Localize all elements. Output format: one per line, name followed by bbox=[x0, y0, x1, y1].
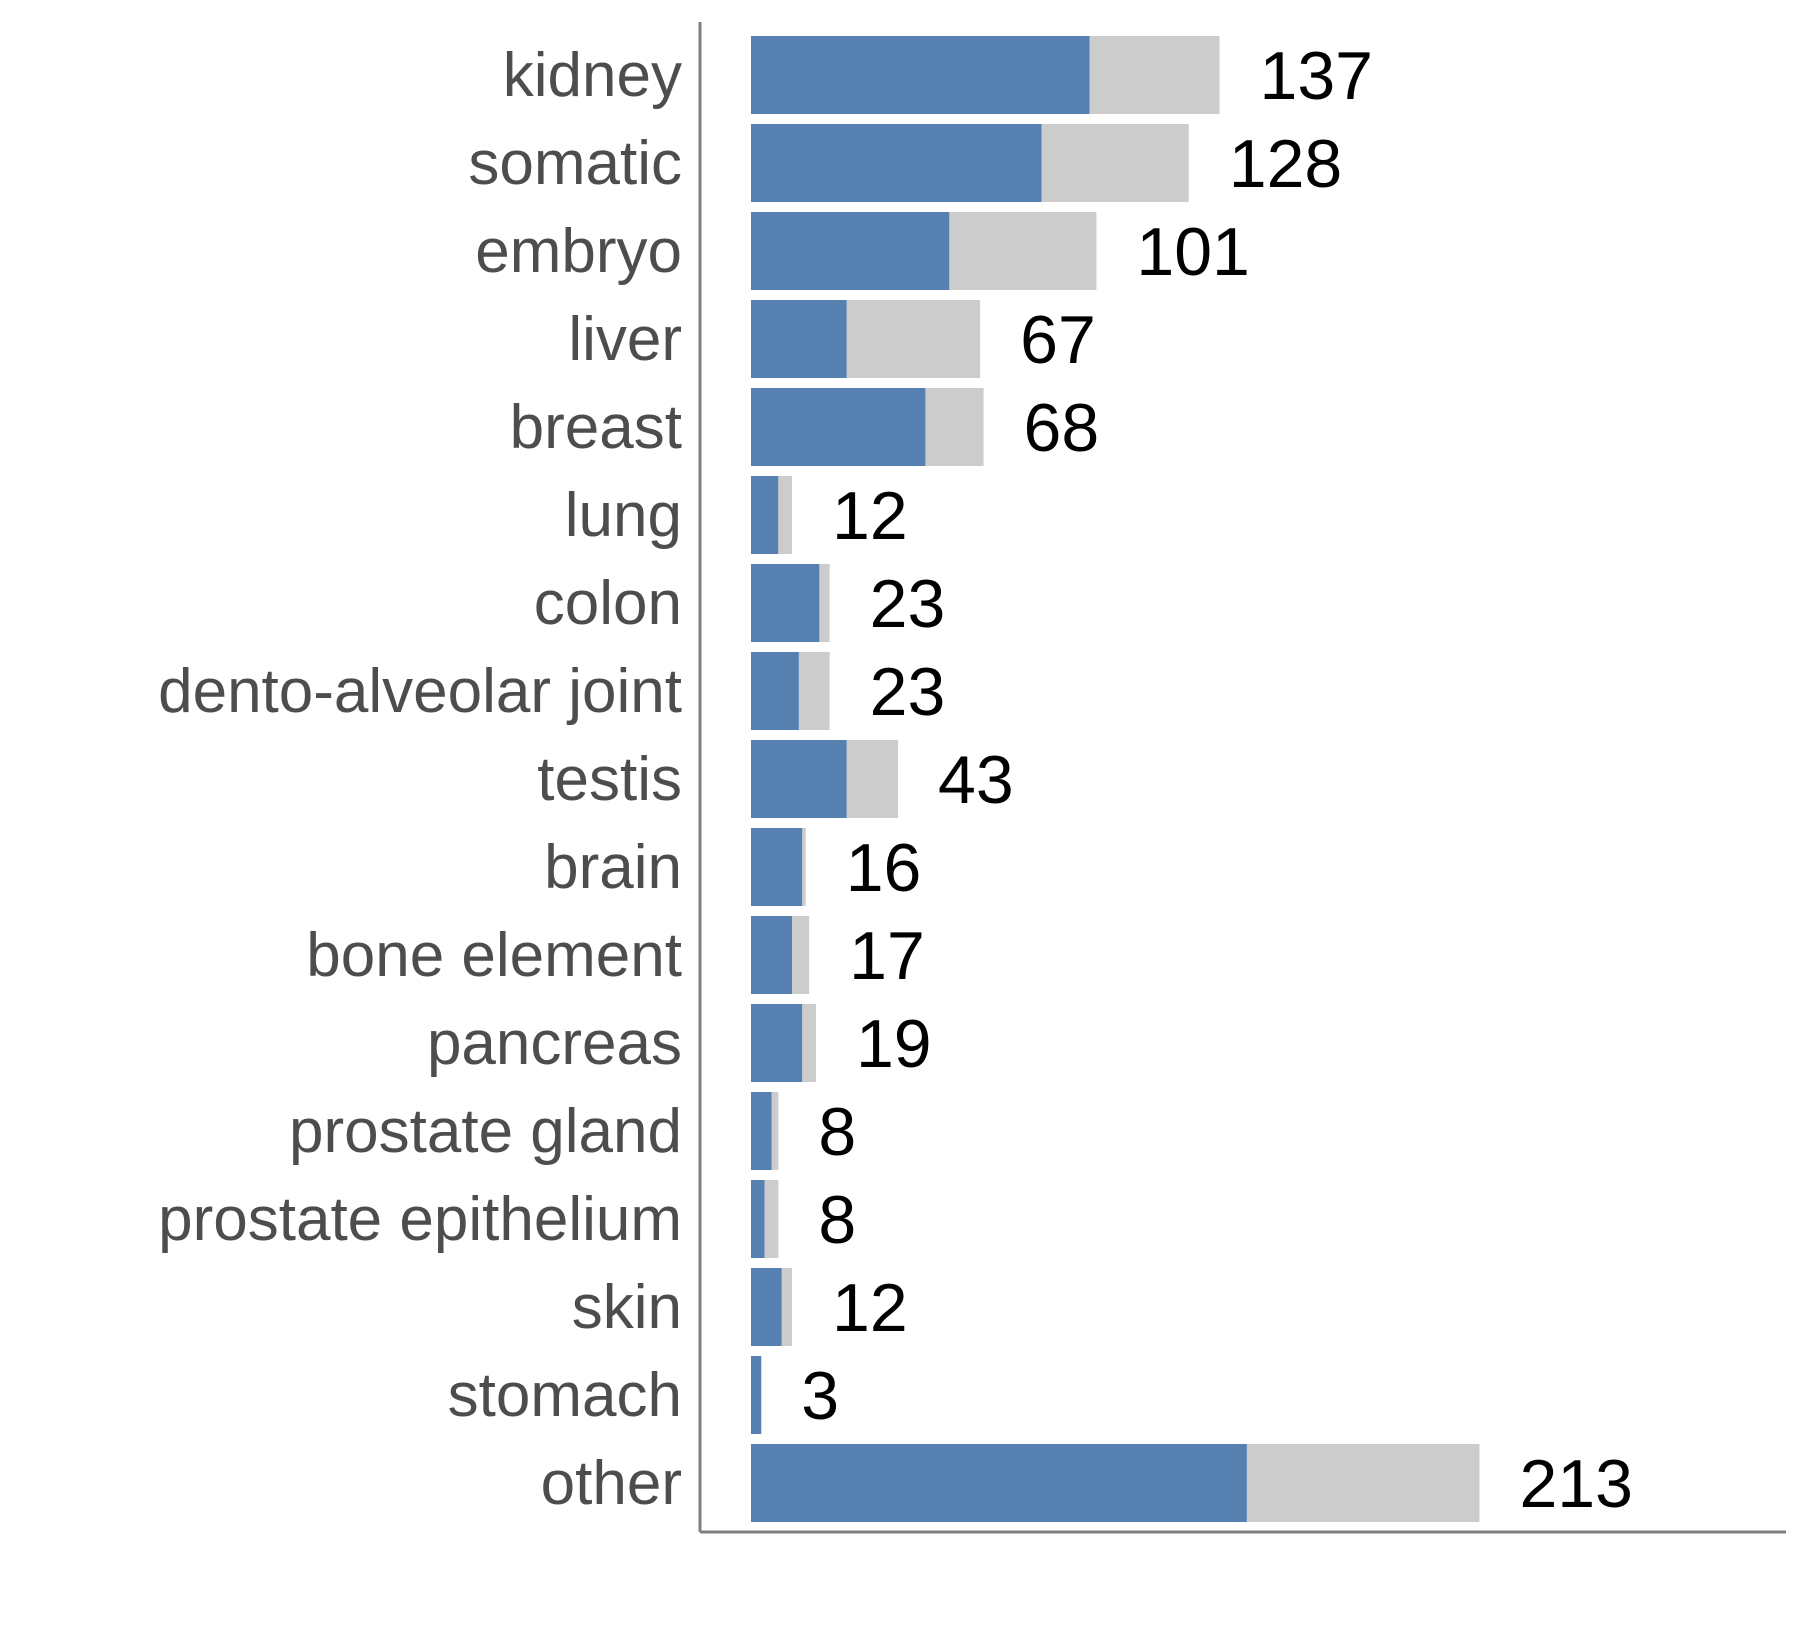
category-label-prostate-epithelium: prostate epithelium bbox=[158, 1185, 682, 1254]
category-label-colon: colon bbox=[534, 569, 682, 638]
category-label-somatic: somatic bbox=[468, 129, 682, 198]
value-label-lung: 12 bbox=[832, 478, 908, 554]
value-label-stomach: 3 bbox=[801, 1358, 839, 1434]
category-label-embryo: embryo bbox=[475, 217, 682, 286]
bar-secondary-embryo bbox=[949, 212, 1097, 290]
category-labels-group: kidney somatic embryo liver breast lung colon d… bbox=[158, 41, 682, 1518]
category-label-skin: skin bbox=[572, 1273, 682, 1342]
bar-primary-bone-element bbox=[751, 916, 793, 994]
bar-primary-embryo bbox=[751, 212, 950, 290]
value-label-pancreas: 19 bbox=[856, 1006, 932, 1082]
category-label-kidney: kidney bbox=[503, 41, 682, 110]
bar-primary-testis bbox=[751, 740, 847, 818]
bar-primary-dento-alveolar-joint bbox=[751, 652, 799, 730]
bar-secondary-other bbox=[1246, 1444, 1480, 1522]
bar-primary-other bbox=[751, 1444, 1247, 1522]
category-label-breast: breast bbox=[510, 393, 682, 462]
value-label-bone-element: 17 bbox=[849, 918, 925, 994]
bar-secondary-prostate-epithelium bbox=[764, 1180, 779, 1258]
bar-secondary-kidney bbox=[1089, 36, 1220, 114]
bar-secondary-brain bbox=[802, 828, 806, 906]
category-label-bone-element: bone element bbox=[306, 921, 682, 990]
bar-secondary-prostate-gland bbox=[771, 1092, 779, 1170]
value-label-embryo: 101 bbox=[1136, 214, 1249, 290]
value-label-colon: 23 bbox=[870, 566, 946, 642]
value-label-other: 213 bbox=[1519, 1446, 1632, 1522]
bar-primary-breast bbox=[751, 388, 926, 466]
bar-primary-liver bbox=[751, 300, 847, 378]
bars-group bbox=[751, 36, 1480, 1522]
bar-secondary-lung bbox=[778, 476, 793, 554]
value-label-skin: 12 bbox=[832, 1270, 908, 1346]
bar-primary-stomach bbox=[751, 1356, 762, 1434]
bar-primary-prostate-gland bbox=[751, 1092, 772, 1170]
bar-secondary-testis bbox=[846, 740, 899, 818]
value-label-somatic: 128 bbox=[1229, 126, 1342, 202]
value-label-brain: 16 bbox=[846, 830, 922, 906]
bar-primary-kidney bbox=[751, 36, 1090, 114]
value-label-liver: 67 bbox=[1020, 302, 1096, 378]
bar-secondary-colon bbox=[819, 564, 830, 642]
category-label-lung: lung bbox=[565, 481, 682, 550]
bar-primary-prostate-epithelium bbox=[751, 1180, 765, 1258]
bar-primary-pancreas bbox=[751, 1004, 803, 1082]
category-label-dento-alveolar-joint: dento-alveolar joint bbox=[158, 657, 682, 726]
category-label-other: other bbox=[541, 1449, 682, 1518]
value-label-dento-alveolar-joint: 23 bbox=[870, 654, 946, 730]
bar-secondary-liver bbox=[846, 300, 981, 378]
bar-secondary-breast bbox=[925, 388, 984, 466]
category-label-stomach: stomach bbox=[448, 1361, 682, 1430]
bar-secondary-dento-alveolar-joint bbox=[798, 652, 830, 730]
bar-secondary-pancreas bbox=[802, 1004, 816, 1082]
value-label-prostate-epithelium: 8 bbox=[818, 1182, 856, 1258]
category-label-liver: liver bbox=[568, 305, 682, 374]
bar-primary-colon bbox=[751, 564, 820, 642]
bar-primary-brain bbox=[751, 828, 803, 906]
value-label-breast: 68 bbox=[1024, 390, 1100, 466]
bar-primary-skin bbox=[751, 1268, 782, 1346]
bar-primary-lung bbox=[751, 476, 779, 554]
value-label-testis: 43 bbox=[938, 742, 1014, 818]
category-label-prostate-gland: prostate gland bbox=[289, 1097, 682, 1166]
category-label-brain: brain bbox=[544, 833, 682, 902]
bar-secondary-somatic bbox=[1041, 124, 1189, 202]
category-label-testis: testis bbox=[537, 745, 682, 814]
bar-secondary-bone-element bbox=[792, 916, 810, 994]
bar-primary-somatic bbox=[751, 124, 1042, 202]
category-label-pancreas: pancreas bbox=[427, 1009, 682, 1078]
value-label-kidney: 137 bbox=[1260, 38, 1373, 114]
value-label-prostate-gland: 8 bbox=[818, 1094, 856, 1170]
bar-secondary-skin bbox=[781, 1268, 793, 1346]
